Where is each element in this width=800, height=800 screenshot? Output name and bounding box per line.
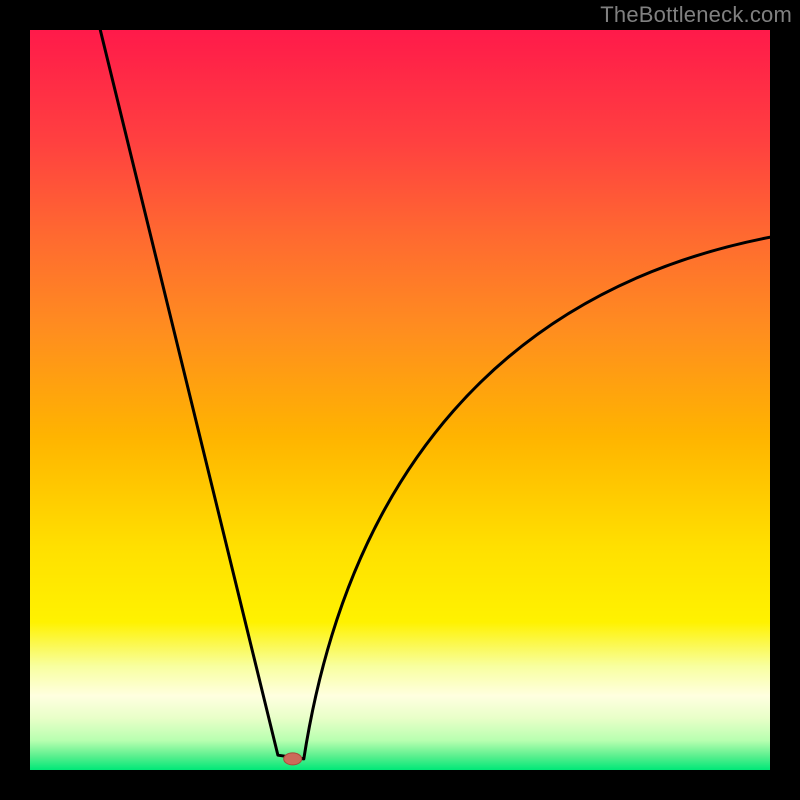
plot-background [30,30,770,770]
bottleneck-chart [0,0,800,800]
chart-container: TheBottleneck.com [0,0,800,800]
watermark-text: TheBottleneck.com [600,2,792,28]
minimum-marker [284,753,302,765]
